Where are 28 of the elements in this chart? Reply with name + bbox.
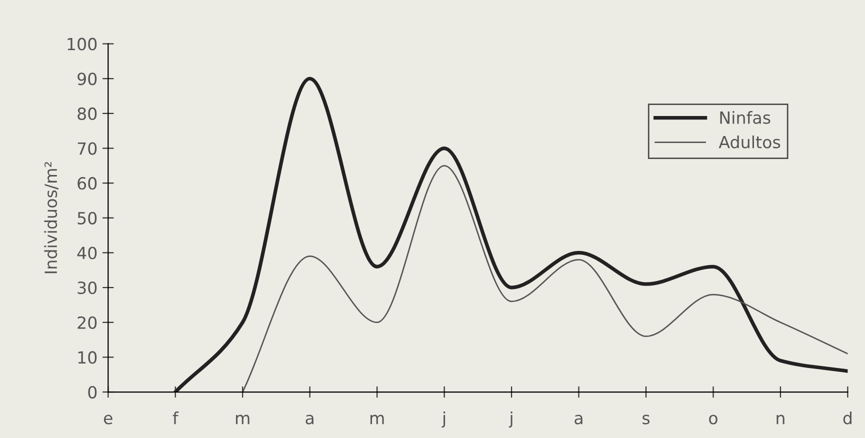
x-tick-label: o <box>709 414 718 424</box>
y-axis-title: Individuos/m² <box>44 162 58 274</box>
y-tick-label: 10 <box>78 351 97 364</box>
x-tick-label: n <box>776 414 784 424</box>
x-tick-label: a <box>306 414 314 424</box>
y-tick-label: 40 <box>77 246 97 260</box>
line-series <box>174 76 848 392</box>
x-tick-label: j <box>442 411 446 428</box>
y-tick-label: 90 <box>78 72 97 86</box>
x-tick-label: e <box>104 414 112 424</box>
line-series <box>242 164 848 392</box>
x-tick-label: m <box>236 414 250 424</box>
x-tick-label: f <box>172 411 179 424</box>
y-tick-label: 50 <box>78 212 97 224</box>
x-tick-label: m <box>370 414 384 424</box>
y-tick-label: 100 <box>68 38 97 50</box>
x-tick-label: s <box>642 414 650 424</box>
legend-label: Adultos <box>718 135 780 148</box>
y-tick-label: 70 <box>78 142 97 155</box>
y-tick-label: 20 <box>78 316 97 329</box>
y-tick-label: 30 <box>78 282 97 294</box>
y-tick-label: 0 <box>88 386 97 399</box>
y-tick-label: 80 <box>78 107 97 120</box>
x-tick-label: j <box>508 411 512 428</box>
x-tick-label: a <box>574 414 582 424</box>
x-tick-label: d <box>843 411 852 424</box>
y-tick-label: 60 <box>78 177 97 190</box>
legend-label: Ninfas <box>720 111 770 124</box>
